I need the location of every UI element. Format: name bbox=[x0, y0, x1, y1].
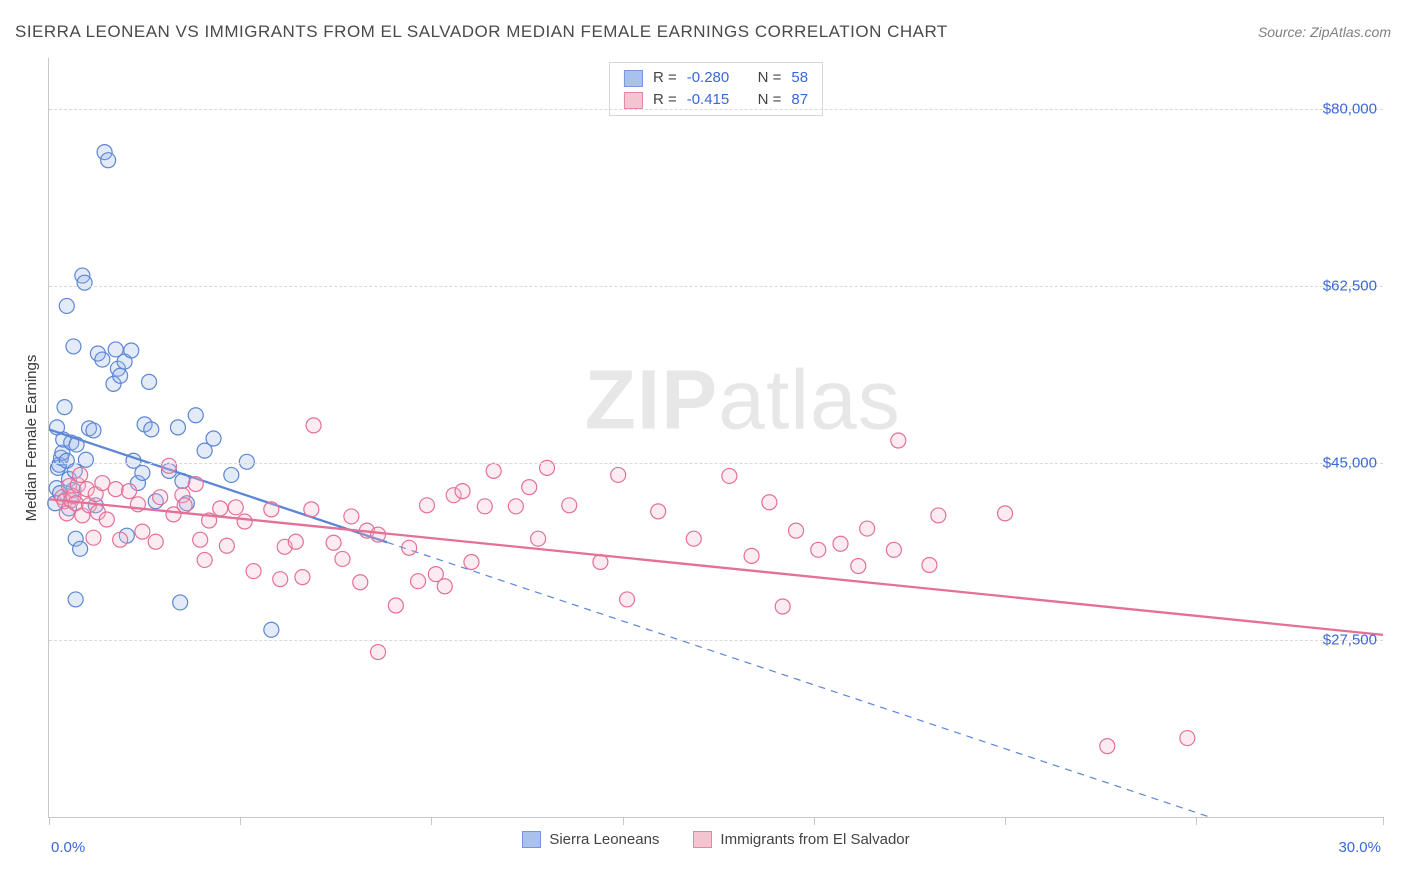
y-tick-label: $80,000 bbox=[1323, 100, 1377, 117]
y-tick-label: $45,000 bbox=[1323, 454, 1377, 471]
legend-stats-row-0: R = -0.280 N = 58 bbox=[624, 67, 808, 89]
legend-item-0: Sierra Leoneans bbox=[522, 831, 659, 848]
plot-area: ZIPatlas R = -0.280 N = 58 R = -0.415 N … bbox=[48, 58, 1383, 818]
legend-label-1: Immigrants from El Salvador bbox=[720, 831, 909, 848]
legend-swatch-blue bbox=[522, 831, 541, 848]
legend-swatch-blue bbox=[624, 70, 643, 87]
legend-label-0: Sierra Leoneans bbox=[549, 831, 659, 848]
x-max-label: 30.0% bbox=[1338, 839, 1381, 856]
y-tick-label: $62,500 bbox=[1323, 277, 1377, 294]
y-axis-title: Median Female Earnings bbox=[23, 355, 40, 522]
chart-title: SIERRA LEONEAN VS IMMIGRANTS FROM EL SAL… bbox=[15, 22, 948, 42]
legend-item-1: Immigrants from El Salvador bbox=[693, 831, 909, 848]
legend-swatch-pink bbox=[624, 92, 643, 109]
chart-svg bbox=[49, 58, 1383, 817]
legend-swatch-pink bbox=[693, 831, 712, 848]
y-tick-label: $27,500 bbox=[1323, 631, 1377, 648]
source-label: Source: ZipAtlas.com bbox=[1258, 24, 1391, 40]
legend-bottom: Sierra Leoneans Immigrants from El Salva… bbox=[49, 831, 1383, 848]
x-min-label: 0.0% bbox=[51, 839, 85, 856]
